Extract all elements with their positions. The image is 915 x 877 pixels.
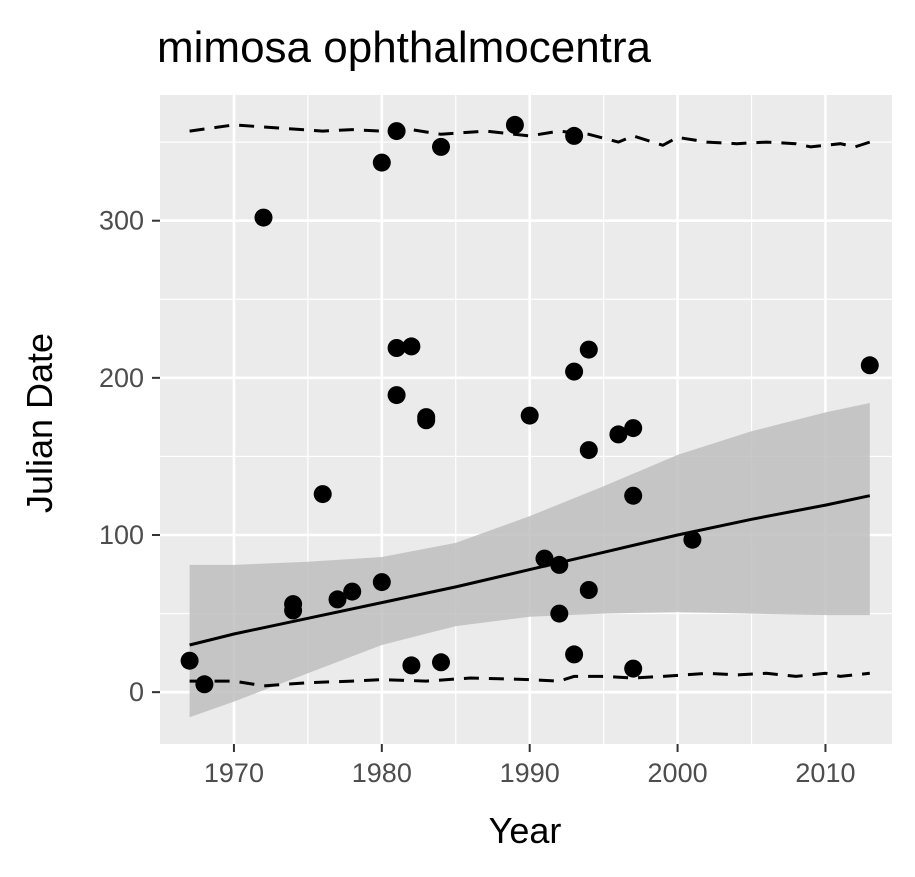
data-point xyxy=(180,651,199,670)
lower-dashed-line xyxy=(189,671,870,688)
x-tick-label: 1970 xyxy=(204,758,264,788)
data-point xyxy=(565,645,584,664)
data-point xyxy=(579,581,598,599)
data-point xyxy=(343,582,362,601)
data-point xyxy=(284,595,303,614)
data-point xyxy=(328,590,347,609)
y-tick-label: 0 xyxy=(129,677,144,707)
data-point xyxy=(432,137,450,156)
data-point xyxy=(550,555,569,574)
x-axis-title: Year xyxy=(489,810,562,851)
dashed-bounds-layer xyxy=(189,123,871,688)
data-point xyxy=(387,339,406,357)
data-point xyxy=(624,659,643,678)
x-tick-label: 2010 xyxy=(795,758,855,788)
upper-dashed-line xyxy=(189,123,871,149)
fit-line-layer xyxy=(189,494,871,647)
data-point xyxy=(195,675,214,694)
data-point xyxy=(505,115,524,134)
data-point xyxy=(579,441,598,460)
data-point xyxy=(579,340,598,359)
data-point xyxy=(609,425,628,444)
x-tick-label: 2000 xyxy=(648,758,708,788)
data-point xyxy=(402,656,421,675)
data-point xyxy=(372,573,391,592)
data-point xyxy=(565,362,584,381)
chart-title: mimosa ophthalmocentra xyxy=(157,23,652,72)
y-tick-label: 200 xyxy=(99,363,144,393)
data-point xyxy=(432,653,450,672)
data-point xyxy=(860,356,879,375)
y-axis-title: Julian Date xyxy=(19,333,60,513)
data-point xyxy=(624,419,643,438)
data-point xyxy=(683,530,702,549)
data-point xyxy=(402,337,421,356)
y-tick-label: 300 xyxy=(99,206,144,236)
fit-line xyxy=(189,494,871,647)
data-point xyxy=(565,126,584,145)
x-tick-label: 1990 xyxy=(500,758,560,788)
data-point xyxy=(417,411,436,430)
y-axis-ticks: 0 100 200 300 xyxy=(99,206,160,707)
data-point xyxy=(520,406,539,425)
data-point xyxy=(254,208,273,227)
confidence-ribbon-layer xyxy=(189,403,870,718)
data-point xyxy=(313,485,332,504)
data-point xyxy=(387,122,406,141)
x-tick-label: 1980 xyxy=(352,758,412,788)
points-layer xyxy=(180,115,879,694)
data-point xyxy=(550,604,569,623)
data-point xyxy=(372,153,391,172)
data-point xyxy=(387,386,406,405)
x-axis-ticks: 1970 1980 1990 2000 2010 xyxy=(204,744,855,788)
y-tick-label: 100 xyxy=(99,520,144,550)
data-point xyxy=(535,549,554,568)
data-point xyxy=(624,486,643,505)
confidence-ribbon xyxy=(189,403,870,718)
